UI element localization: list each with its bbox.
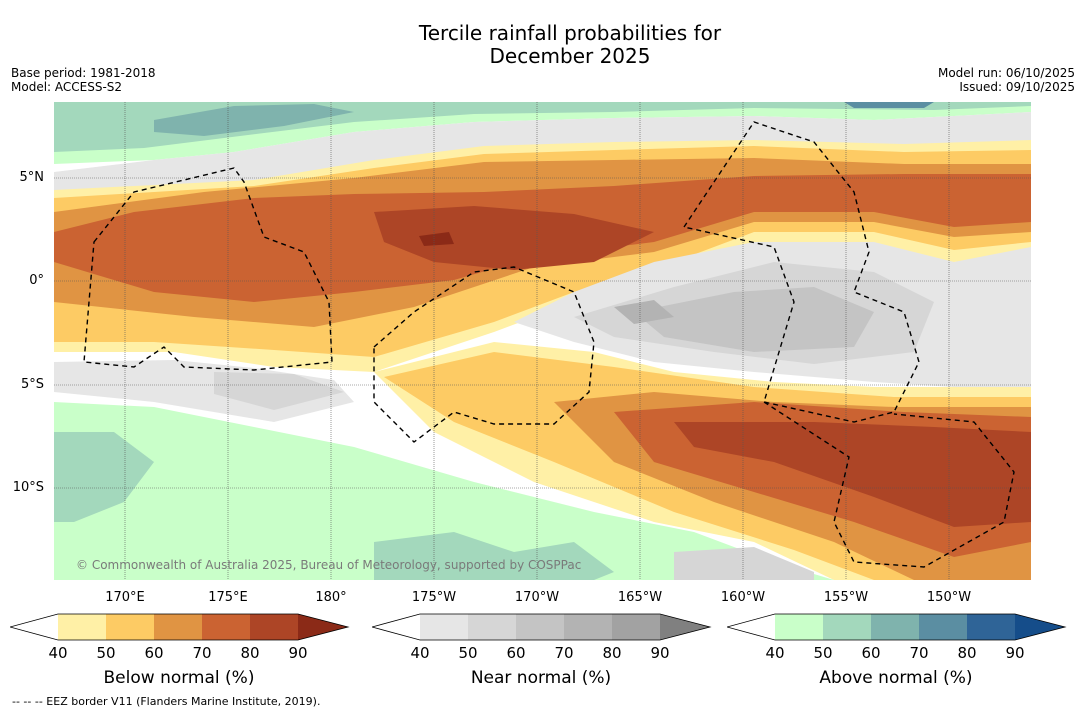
colorbar-swatch bbox=[250, 614, 298, 640]
colorbar-swatch bbox=[372, 614, 420, 640]
lat-label-0: 0° bbox=[4, 273, 44, 288]
lon-label-170w: 170°W bbox=[507, 590, 567, 605]
colorbar-swatch bbox=[967, 614, 1015, 640]
probability-map[interactable] bbox=[54, 102, 1031, 580]
eez-footnote: -- -- -- EEZ border V11 (Flanders Marine… bbox=[12, 695, 320, 708]
lat-label-5s: 5°S bbox=[4, 377, 44, 392]
cbar-tick: 60 bbox=[856, 644, 886, 662]
cbar-tick: 60 bbox=[501, 644, 531, 662]
colorbar-swatch bbox=[154, 614, 202, 640]
lon-label-160w: 160°W bbox=[713, 590, 773, 605]
colorbar-swatch bbox=[823, 614, 871, 640]
lon-label-175e: 175°E bbox=[198, 590, 258, 605]
lat-label-10s: 10°S bbox=[4, 480, 44, 495]
lon-label-150w: 150°W bbox=[919, 590, 979, 605]
title-line-1: Tercile rainfall probabilities for bbox=[0, 22, 1085, 45]
lon-label-170e: 170°E bbox=[95, 590, 155, 605]
colorbar-swatch bbox=[660, 614, 710, 640]
colorbar-near-normal-title: Near normal (%) bbox=[421, 668, 661, 688]
title-line-2: December 2025 bbox=[0, 45, 1085, 68]
colorbar-swatch bbox=[58, 614, 106, 640]
lon-label-155w: 155°W bbox=[816, 590, 876, 605]
colorbar-swatch bbox=[10, 614, 58, 640]
issued-date: Issued: 09/10/2025 bbox=[938, 80, 1075, 94]
colorbar-swatch bbox=[871, 614, 919, 640]
colorbar-swatch bbox=[564, 614, 612, 640]
map-title: Tercile rainfall probabilities for Decem… bbox=[0, 22, 1085, 68]
lon-label-175w: 175°W bbox=[404, 590, 464, 605]
colorbar-swatch bbox=[919, 614, 967, 640]
lat-label-5n: 5°N bbox=[4, 170, 44, 185]
cbar-tick: 70 bbox=[187, 644, 217, 662]
cbar-tick: 50 bbox=[91, 644, 121, 662]
colorbar-swatch bbox=[420, 614, 468, 640]
colorbar-swatch bbox=[298, 614, 348, 640]
cbar-tick: 80 bbox=[235, 644, 265, 662]
cbar-tick: 50 bbox=[453, 644, 483, 662]
colorbar-swatch bbox=[775, 614, 823, 640]
cbar-tick: 70 bbox=[549, 644, 579, 662]
cbar-tick: 60 bbox=[139, 644, 169, 662]
colorbar-swatch bbox=[106, 614, 154, 640]
cbar-tick: 70 bbox=[904, 644, 934, 662]
cbar-tick: 40 bbox=[405, 644, 435, 662]
colorbar-near-normal bbox=[372, 613, 712, 643]
copyright-text: © Commonwealth of Australia 2025, Bureau… bbox=[76, 558, 581, 572]
meta-left: Base period: 1981-2018 Model: ACCESS-S2 bbox=[11, 66, 156, 94]
cbar-tick: 90 bbox=[645, 644, 675, 662]
colorbar-swatch bbox=[612, 614, 660, 640]
lon-label-180: 180° bbox=[301, 590, 361, 605]
cbar-tick: 80 bbox=[952, 644, 982, 662]
colorbar-above-normal bbox=[727, 613, 1067, 643]
colorbar-swatch bbox=[1015, 614, 1065, 640]
cbar-tick: 40 bbox=[760, 644, 790, 662]
base-period: Base period: 1981-2018 bbox=[11, 66, 156, 80]
cbar-tick: 90 bbox=[1000, 644, 1030, 662]
colorbar-swatch bbox=[202, 614, 250, 640]
colorbar-swatch bbox=[468, 614, 516, 640]
cbar-tick: 40 bbox=[43, 644, 73, 662]
colorbar-swatch bbox=[727, 614, 775, 640]
model-run: Model run: 06/10/2025 bbox=[938, 66, 1075, 80]
cbar-tick: 90 bbox=[283, 644, 313, 662]
cbar-tick: 50 bbox=[808, 644, 838, 662]
meta-right: Model run: 06/10/2025 Issued: 09/10/2025 bbox=[938, 66, 1075, 94]
colorbar-above-normal-title: Above normal (%) bbox=[776, 668, 1016, 688]
colorbar-below-normal-title: Below normal (%) bbox=[59, 668, 299, 688]
colorbar-swatch bbox=[516, 614, 564, 640]
cbar-tick: 80 bbox=[597, 644, 627, 662]
north-above-normal-70 bbox=[844, 102, 934, 108]
colorbar-below-normal bbox=[10, 613, 350, 643]
model-name: Model: ACCESS-S2 bbox=[11, 80, 156, 94]
lon-label-165w: 165°W bbox=[610, 590, 670, 605]
